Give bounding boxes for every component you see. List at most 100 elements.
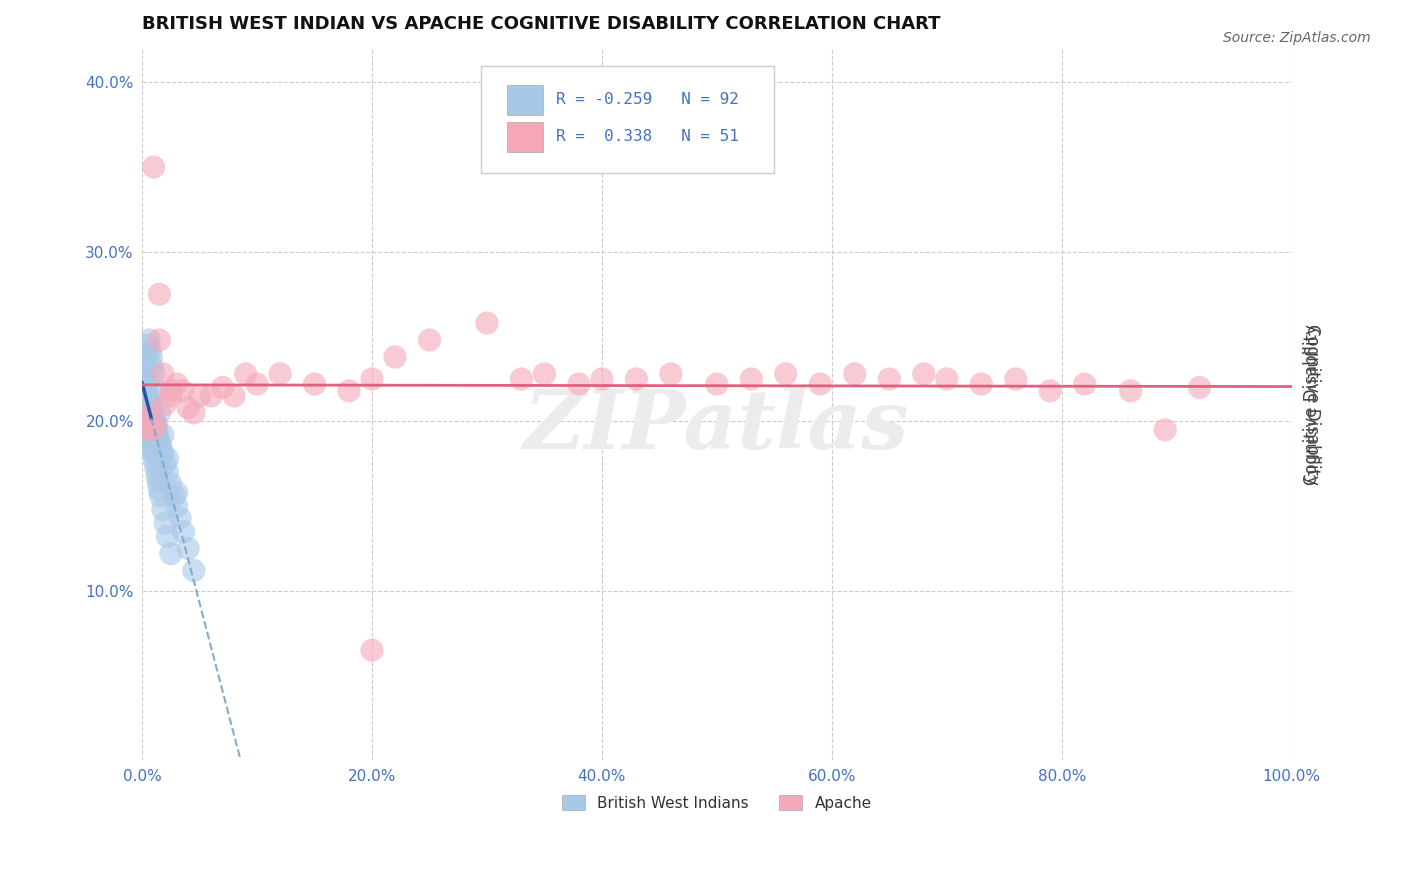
Point	[150, 443, 173, 458]
Point	[148, 475, 170, 490]
Point	[141, 401, 163, 415]
Point	[149, 489, 172, 503]
Point	[304, 377, 326, 392]
Point	[138, 401, 160, 415]
Point	[146, 425, 169, 439]
Point	[139, 404, 162, 418]
Point	[136, 401, 159, 415]
Point	[169, 511, 191, 525]
Point	[148, 431, 170, 445]
Point	[136, 423, 159, 437]
Point	[533, 367, 555, 381]
Legend: British West Indians, Apache: British West Indians, Apache	[555, 789, 877, 817]
Y-axis label: Cognitive Disability: Cognitive Disability	[1303, 324, 1320, 485]
Point	[475, 316, 498, 330]
Point	[1004, 372, 1026, 386]
Point	[134, 355, 156, 369]
Text: Source: ZipAtlas.com: Source: ZipAtlas.com	[1223, 31, 1371, 45]
Point	[135, 406, 157, 420]
Point	[134, 384, 156, 398]
Point	[149, 438, 172, 452]
Point	[135, 417, 157, 432]
Point	[510, 372, 533, 386]
Point	[912, 367, 935, 381]
FancyBboxPatch shape	[506, 122, 543, 152]
Point	[163, 489, 186, 503]
Point	[173, 524, 195, 539]
Point	[808, 377, 831, 392]
Point	[166, 377, 188, 392]
Point	[135, 389, 157, 403]
Point	[142, 434, 165, 449]
Point	[148, 434, 170, 449]
Point	[188, 389, 211, 403]
Point	[141, 440, 163, 454]
Point	[361, 372, 384, 386]
Point	[177, 401, 200, 415]
Point	[135, 394, 157, 409]
Point	[138, 333, 160, 347]
Point	[138, 421, 160, 435]
Point	[143, 455, 166, 469]
Point	[166, 485, 188, 500]
Point	[156, 451, 179, 466]
Point	[141, 443, 163, 458]
Point	[418, 333, 440, 347]
Point	[160, 547, 183, 561]
Point	[135, 380, 157, 394]
Point	[1119, 384, 1142, 398]
Point	[142, 448, 165, 462]
Point	[139, 406, 162, 420]
Point	[135, 397, 157, 411]
Point	[132, 377, 155, 392]
Point	[269, 367, 291, 381]
Point	[200, 389, 222, 403]
Point	[152, 502, 174, 516]
Point	[132, 389, 155, 403]
Point	[706, 377, 728, 392]
Point	[136, 389, 159, 403]
Point	[152, 367, 174, 381]
Point	[152, 428, 174, 442]
Point	[135, 346, 157, 360]
Point	[148, 333, 170, 347]
Point	[156, 465, 179, 479]
Point	[153, 457, 176, 471]
Point	[153, 397, 176, 411]
Point	[141, 428, 163, 442]
Point	[138, 431, 160, 445]
Point	[148, 482, 170, 496]
Point	[143, 421, 166, 435]
Point	[235, 367, 257, 381]
Point	[135, 384, 157, 398]
Point	[141, 408, 163, 422]
Point	[166, 499, 188, 513]
Point	[138, 394, 160, 409]
Point	[141, 411, 163, 425]
Point	[145, 462, 167, 476]
Point	[141, 350, 163, 364]
Point	[970, 377, 993, 392]
Point	[211, 380, 233, 394]
FancyBboxPatch shape	[506, 85, 543, 115]
Point	[1154, 423, 1177, 437]
Point	[141, 414, 163, 428]
Point	[142, 367, 165, 381]
Point	[844, 367, 866, 381]
Point	[141, 360, 163, 375]
Point	[135, 397, 157, 411]
Point	[148, 406, 170, 420]
Point	[136, 408, 159, 422]
Point	[568, 377, 591, 392]
Point	[153, 516, 176, 530]
Point	[136, 338, 159, 352]
Point	[136, 414, 159, 428]
FancyBboxPatch shape	[481, 66, 775, 173]
Point	[337, 384, 360, 398]
Point	[156, 530, 179, 544]
Point	[134, 380, 156, 394]
Point	[626, 372, 648, 386]
Point	[145, 417, 167, 432]
Point	[183, 564, 205, 578]
Point	[139, 343, 162, 358]
